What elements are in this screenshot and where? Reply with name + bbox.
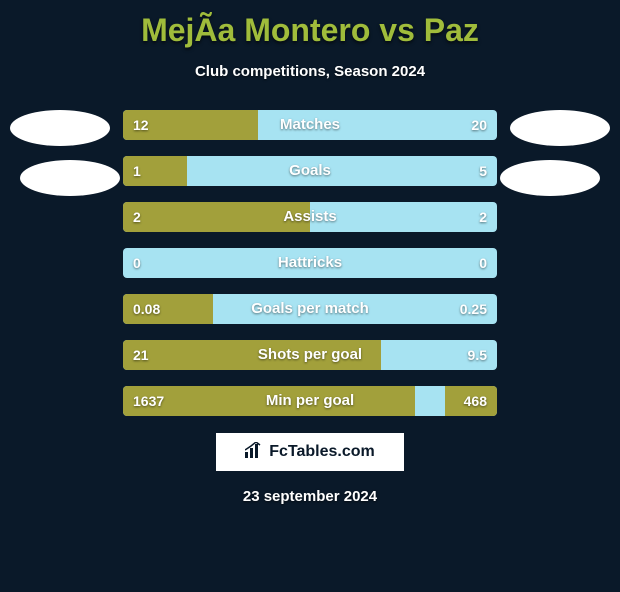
stat-label: Goals: [123, 156, 497, 186]
stat-label: Matches: [123, 110, 497, 140]
brand-label: FcTables.com: [269, 443, 375, 461]
stat-row: 15Goals: [123, 156, 497, 186]
stat-label: Min per goal: [123, 386, 497, 416]
stat-row: 1637468Min per goal: [123, 386, 497, 416]
subtitle: Club competitions, Season 2024: [0, 63, 620, 80]
stat-label: Shots per goal: [123, 340, 497, 370]
stat-row: 1220Matches: [123, 110, 497, 140]
stat-row: 0.080.25Goals per match: [123, 294, 497, 324]
stat-label: Goals per match: [123, 294, 497, 324]
brand-box[interactable]: FcTables.com: [215, 432, 405, 472]
stat-row: 00Hattricks: [123, 248, 497, 278]
avatar-player2-b: [500, 160, 600, 196]
avatar-player1-a: [10, 110, 110, 146]
avatar-player1-b: [20, 160, 120, 196]
chart-icon: [245, 442, 263, 463]
stat-row: 22Assists: [123, 202, 497, 232]
comparison-chart: 1220Matches 15Goals 22Assists 00Hattricks 0.…: [0, 110, 620, 416]
stat-label: Hattricks: [123, 248, 497, 278]
avatar-player2-a: [510, 110, 610, 146]
date-label: 23 september 2024: [0, 488, 620, 505]
page-title: MejÃa Montero vs Paz: [0, 12, 620, 49]
stat-row: 219.5Shots per goal: [123, 340, 497, 370]
stat-label: Assists: [123, 202, 497, 232]
stat-rows: 1220Matches 15Goals 22Assists 00Hattricks 0.…: [123, 110, 497, 416]
